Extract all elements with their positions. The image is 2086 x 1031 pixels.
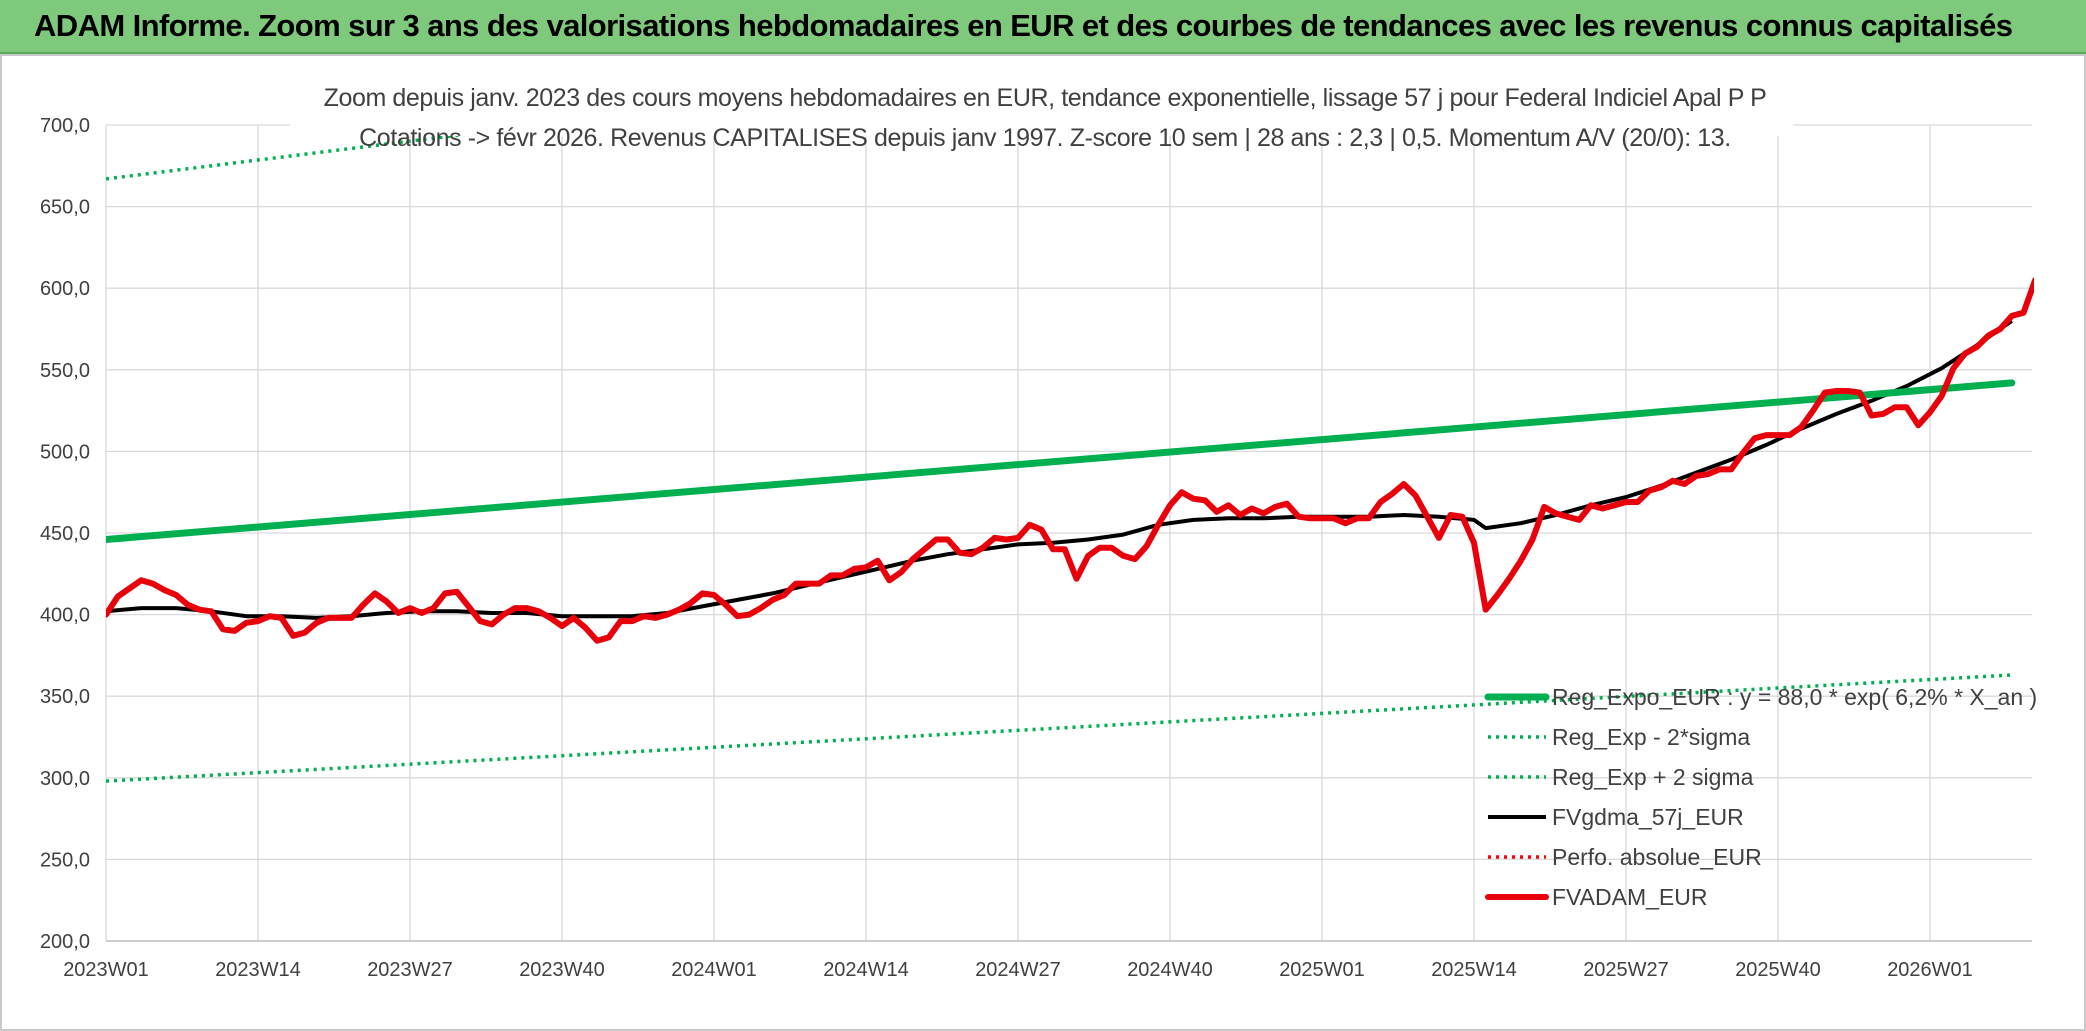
title-background bbox=[290, 62, 1793, 136]
y-tick-label: 450,0 bbox=[40, 523, 90, 545]
legend-label: Reg_Exp + 2 sigma bbox=[1552, 764, 1754, 790]
legend-label: FVgdma_57j_EUR bbox=[1552, 804, 1744, 830]
y-tick-label: 250,0 bbox=[40, 849, 90, 871]
x-tick-label: 2024W27 bbox=[975, 959, 1061, 981]
y-tick-label: 350,0 bbox=[40, 686, 90, 708]
x-tick-label: 2023W01 bbox=[63, 959, 149, 981]
x-tick-label: 2025W01 bbox=[1279, 959, 1365, 981]
x-tick-label: 2023W14 bbox=[215, 959, 301, 981]
chart-title: Zoom depuis janv. 2023 des cours moyens … bbox=[323, 84, 1767, 112]
y-tick-label: 550,0 bbox=[40, 360, 90, 382]
x-tick-label: 2025W14 bbox=[1431, 959, 1517, 981]
y-tick-label: 500,0 bbox=[40, 441, 90, 463]
y-tick-label: 700,0 bbox=[40, 115, 90, 137]
legend-label: FVADAM_EUR bbox=[1552, 884, 1708, 910]
x-tick-label: 2026W01 bbox=[1887, 959, 1973, 981]
chart: 200,0 250,0 300,0 350,0 400,0 450,0 500,0 550,0… bbox=[40, 62, 2037, 981]
series-line-0 bbox=[106, 379, 2016, 543]
y-tick-label: 600,0 bbox=[40, 278, 90, 300]
series-line-1 bbox=[106, 673, 2012, 783]
y-tick-label: 650,0 bbox=[40, 197, 90, 219]
x-tick-label: 2025W40 bbox=[1735, 959, 1821, 981]
y-tick-label: 200,0 bbox=[40, 931, 90, 953]
x-tick-label: 2025W27 bbox=[1583, 959, 1669, 981]
y-tick-label: 400,0 bbox=[40, 605, 90, 627]
subtitle-backing bbox=[290, 98, 1793, 136]
chart-axes: 200,0 250,0 300,0 350,0 400,0 450,0 500,0 550,0… bbox=[40, 115, 2032, 981]
legend-label: Perfo. absolue_EUR bbox=[1552, 844, 1762, 870]
x-tick-label: 2023W27 bbox=[367, 959, 453, 981]
x-tick-label: 2024W40 bbox=[1127, 959, 1213, 981]
series-line-2 bbox=[106, 120, 595, 181]
title-backing bbox=[290, 62, 1793, 98]
legend-label: Reg_Exp - 2*sigma bbox=[1552, 724, 1750, 750]
legend-label: Reg_Expo_EUR : y = 88,0 * exp( 6,2% * X_… bbox=[1552, 684, 2037, 710]
series-line-5 bbox=[106, 277, 2034, 644]
chart-series bbox=[106, 120, 2034, 783]
report-banner: ADAM Informe. Zoom sur 3 ans des valoris… bbox=[0, 0, 2086, 54]
x-tick-label: 2024W14 bbox=[823, 959, 909, 981]
chart-legend: Reg_Expo_EUR : y = 88,0 * exp( 6,2% * X_… bbox=[1484, 684, 2037, 910]
x-tick-label: 2023W40 bbox=[519, 959, 605, 981]
y-tick-label: 300,0 bbox=[40, 768, 90, 790]
x-tick-label: 2024W01 bbox=[671, 959, 757, 981]
chart-frame: 200,0 250,0 300,0 350,0 400,0 450,0 500,0 550,0… bbox=[0, 54, 2086, 1031]
chart-subtitle: Cotations -> févr 2026. Revenus CAPITALI… bbox=[359, 124, 1731, 152]
report-title: ADAM Informe. Zoom sur 3 ans des valoris… bbox=[34, 8, 2013, 43]
